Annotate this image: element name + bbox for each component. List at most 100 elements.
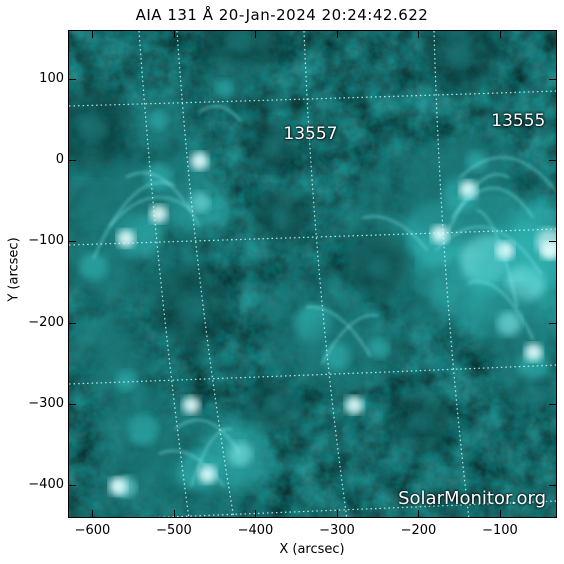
coronal-loop (459, 156, 556, 193)
grid-line (138, 31, 190, 517)
heliographic-grid (69, 31, 556, 517)
y-tick-mark (549, 404, 557, 406)
emission-core (408, 410, 430, 432)
plot-title: AIA 131 Å 20-Jan-2024 20:24:42.622 (135, 6, 429, 24)
y-tick-label: 0 (55, 152, 64, 168)
x-tick-label: −400 (237, 523, 274, 538)
coronal-loops (92, 105, 556, 488)
y-tick-label: 100 (39, 70, 64, 86)
y-tick-mark (549, 160, 557, 162)
watermark: SolarMonitor.org (398, 488, 546, 509)
coronal-loop (305, 306, 372, 357)
solar-image-frame: 13557 13555 SolarMonitor.org (68, 30, 557, 518)
emission-core (496, 311, 522, 337)
y-tick-mark (68, 404, 76, 406)
x-axis-label: X (arcsec) (279, 542, 345, 557)
emission-core (215, 79, 233, 97)
y-tick-label: −100 (28, 233, 64, 249)
bright-kernel (345, 396, 364, 415)
grid-line (153, 500, 556, 517)
coronal-loop (435, 225, 543, 276)
x-tick-mark (255, 30, 257, 38)
bright-kernel (108, 477, 127, 496)
y-tick-mark (68, 322, 76, 324)
y-tick-mark (68, 485, 76, 487)
emission-core (264, 396, 282, 414)
active-region-label: 13557 (283, 124, 338, 145)
y-tick-label: −400 (28, 477, 64, 493)
bright-kernel (524, 343, 543, 362)
y-tick-label: −300 (28, 396, 64, 412)
bright-kernel (117, 229, 136, 248)
coronal-loop (362, 215, 429, 252)
emission-glow (509, 202, 556, 283)
emission-core (126, 413, 159, 446)
emission-core (226, 31, 255, 54)
emission-core (188, 191, 210, 213)
x-tick-label: −100 (482, 523, 518, 538)
y-tick-mark (68, 241, 76, 243)
emission-core (368, 337, 390, 359)
grid-line (69, 228, 556, 246)
x-tick-label: −500 (156, 523, 192, 538)
grid-line (69, 90, 556, 107)
x-tick-mark (499, 30, 501, 38)
x-tick-mark (92, 30, 94, 38)
emission-core (115, 370, 137, 392)
coronal-loop (92, 181, 176, 260)
coronal-loop (468, 280, 535, 341)
emission-core (79, 114, 108, 143)
x-tick-mark (173, 30, 175, 38)
emission-core (447, 43, 473, 68)
coronal-loop (158, 449, 225, 488)
y-tick-mark (549, 322, 557, 324)
active-region-label: 13555 (491, 111, 546, 132)
y-tick-label: −200 (28, 314, 64, 330)
bright-kernel (540, 241, 556, 260)
x-tick-mark (418, 510, 420, 518)
emission-core (148, 109, 170, 131)
x-tick-mark (336, 510, 338, 518)
coronal-loop (442, 173, 510, 243)
y-axis-label: Y (arcsec) (6, 237, 22, 302)
emission-core (323, 342, 352, 371)
x-tick-mark (336, 30, 338, 38)
coronal-loop (174, 419, 241, 455)
bright-kernel (149, 205, 168, 223)
emission-core (85, 177, 118, 210)
x-tick-mark (255, 510, 257, 518)
y-tick-mark (549, 241, 557, 243)
bright-kernel (198, 465, 217, 484)
x-tick-label: −300 (319, 523, 355, 538)
emission-core (177, 293, 206, 322)
solar-image (69, 31, 556, 517)
x-tick-mark (173, 510, 175, 518)
grid-line (176, 31, 235, 517)
emission-core (264, 136, 282, 154)
grid-line (69, 364, 556, 385)
x-tick-label: −200 (400, 523, 437, 538)
grid-line (303, 31, 348, 517)
y-tick-mark (68, 160, 76, 162)
x-tick-mark (92, 510, 94, 518)
emission-core (270, 207, 292, 229)
coronal-loop (125, 171, 201, 227)
emission-core (79, 252, 108, 281)
emission-core (466, 150, 487, 172)
bright-kernel (182, 396, 201, 415)
bright-regions (69, 31, 556, 517)
coronal-loop (108, 196, 192, 227)
coronal-loop (476, 208, 519, 308)
coronal-loop (320, 314, 379, 365)
x-tick-label: −600 (74, 523, 111, 538)
coronal-loop (190, 427, 233, 487)
grid-line (433, 31, 470, 517)
x-tick-mark (499, 510, 501, 518)
bright-kernel (190, 152, 209, 171)
x-tick-mark (418, 30, 420, 38)
coronal-loop (198, 105, 241, 122)
emission-core (368, 256, 390, 278)
y-tick-mark (549, 78, 557, 80)
y-tick-mark (68, 78, 76, 80)
y-tick-mark (549, 485, 557, 487)
